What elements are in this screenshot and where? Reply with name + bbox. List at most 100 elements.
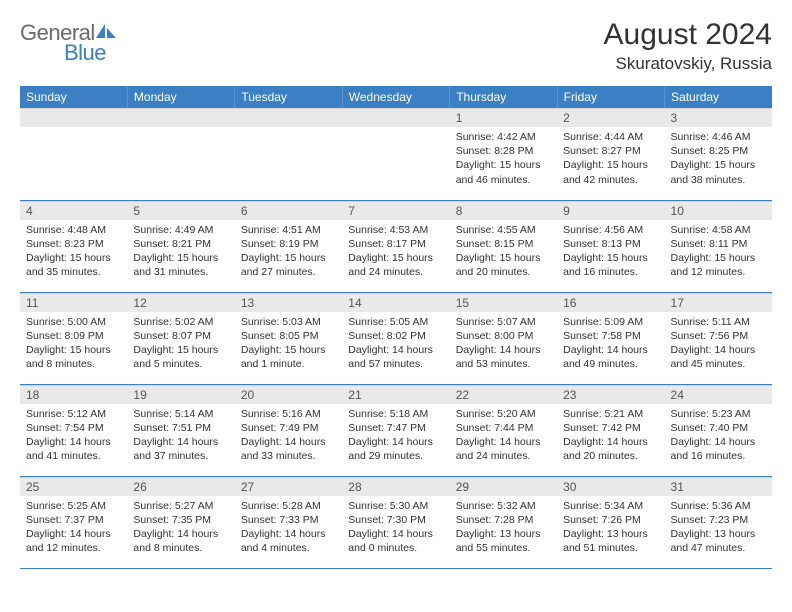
day-number: 30 <box>557 477 664 496</box>
sunset-label: Sunset: <box>563 145 602 157</box>
daylight-label: Daylight: <box>671 252 715 264</box>
daylight-label: Daylight: <box>133 344 177 356</box>
weekday-header: Saturday <box>665 86 772 108</box>
day-number: 22 <box>450 385 557 404</box>
sunrise-value: 5:03 AM <box>282 316 321 328</box>
day-number: 20 <box>235 385 342 404</box>
calendar-day-cell: 2Sunrise: 4:44 AMSunset: 8:27 PMDaylight… <box>557 108 664 200</box>
sunrise-label: Sunrise: <box>241 224 282 236</box>
calendar-table: SundayMondayTuesdayWednesdayThursdayFrid… <box>20 86 772 569</box>
day-body: Sunrise: 4:46 AMSunset: 8:25 PMDaylight:… <box>665 127 772 191</box>
day-body: Sunrise: 5:14 AMSunset: 7:51 PMDaylight:… <box>127 404 234 468</box>
sunset-value: 8:11 PM <box>709 238 747 250</box>
sunrise-label: Sunrise: <box>456 316 497 328</box>
calendar-week-row: 1Sunrise: 4:42 AMSunset: 8:28 PMDaylight… <box>20 108 772 200</box>
sunrise-value: 5:34 AM <box>605 500 644 512</box>
sunset-value: 8:09 PM <box>65 330 104 342</box>
day-number: 25 <box>20 477 127 496</box>
sunset-label: Sunset: <box>456 330 495 342</box>
sunrise-label: Sunrise: <box>133 224 174 236</box>
sunrise-value: 4:55 AM <box>497 224 536 236</box>
sunset-label: Sunset: <box>26 422 65 434</box>
sunset-value: 8:27 PM <box>602 145 641 157</box>
sunrise-label: Sunrise: <box>26 316 67 328</box>
sunset-value: 7:47 PM <box>387 422 426 434</box>
day-number <box>127 108 234 127</box>
sunrise-label: Sunrise: <box>26 224 67 236</box>
calendar-day-cell: 22Sunrise: 5:20 AMSunset: 7:44 PMDayligh… <box>450 384 557 476</box>
sunset-label: Sunset: <box>241 422 280 434</box>
sunset-value: 8:15 PM <box>494 238 533 250</box>
calendar-day-cell: 1Sunrise: 4:42 AMSunset: 8:28 PMDaylight… <box>450 108 557 200</box>
title-block: August 2024 Skuratovskiy, Russia <box>604 18 772 74</box>
daylight-label: Daylight: <box>563 159 607 171</box>
day-number: 13 <box>235 293 342 312</box>
daylight-label: Daylight: <box>241 344 285 356</box>
sunrise-label: Sunrise: <box>563 224 604 236</box>
day-body: Sunrise: 4:42 AMSunset: 8:28 PMDaylight:… <box>450 127 557 191</box>
calendar-day-cell: 26Sunrise: 5:27 AMSunset: 7:35 PMDayligh… <box>127 476 234 568</box>
sunrise-label: Sunrise: <box>133 500 174 512</box>
sunset-value: 7:35 PM <box>172 514 211 526</box>
daylight-label: Daylight: <box>26 528 70 540</box>
logo: GeneralBlue <box>20 20 116 66</box>
sunrise-value: 5:02 AM <box>175 316 214 328</box>
sunset-value: 7:58 PM <box>602 330 641 342</box>
sunrise-value: 5:09 AM <box>605 316 644 328</box>
day-body: Sunrise: 5:30 AMSunset: 7:30 PMDaylight:… <box>342 496 449 560</box>
day-body: Sunrise: 5:27 AMSunset: 7:35 PMDaylight:… <box>127 496 234 560</box>
day-number <box>342 108 449 127</box>
day-number <box>235 108 342 127</box>
sunset-value: 7:42 PM <box>602 422 641 434</box>
calendar-body: 1Sunrise: 4:42 AMSunset: 8:28 PMDaylight… <box>20 108 772 568</box>
sunset-label: Sunset: <box>133 422 172 434</box>
sunset-label: Sunset: <box>671 238 710 250</box>
sunrise-label: Sunrise: <box>563 316 604 328</box>
daylight-label: Daylight: <box>563 252 607 264</box>
sunrise-label: Sunrise: <box>456 131 497 143</box>
day-body: Sunrise: 4:44 AMSunset: 8:27 PMDaylight:… <box>557 127 664 191</box>
sunset-label: Sunset: <box>671 330 710 342</box>
daylight-label: Daylight: <box>348 528 392 540</box>
day-number: 6 <box>235 201 342 220</box>
sunrise-label: Sunrise: <box>671 500 712 512</box>
sunrise-value: 5:00 AM <box>67 316 106 328</box>
day-body: Sunrise: 4:56 AMSunset: 8:13 PMDaylight:… <box>557 220 664 284</box>
day-number: 14 <box>342 293 449 312</box>
sunrise-value: 5:20 AM <box>497 408 536 420</box>
sunrise-value: 5:05 AM <box>390 316 429 328</box>
calendar-week-row: 25Sunrise: 5:25 AMSunset: 7:37 PMDayligh… <box>20 476 772 568</box>
calendar-day-cell <box>342 108 449 200</box>
day-body: Sunrise: 5:32 AMSunset: 7:28 PMDaylight:… <box>450 496 557 560</box>
weekday-header: Tuesday <box>235 86 342 108</box>
day-body: Sunrise: 5:28 AMSunset: 7:33 PMDaylight:… <box>235 496 342 560</box>
day-number <box>20 108 127 127</box>
daylight-label: Daylight: <box>133 252 177 264</box>
day-number: 4 <box>20 201 127 220</box>
sunset-value: 7:40 PM <box>709 422 748 434</box>
sunset-value: 7:37 PM <box>65 514 104 526</box>
day-body: Sunrise: 5:09 AMSunset: 7:58 PMDaylight:… <box>557 312 664 376</box>
sunrise-label: Sunrise: <box>241 316 282 328</box>
calendar-day-cell: 18Sunrise: 5:12 AMSunset: 7:54 PMDayligh… <box>20 384 127 476</box>
daylight-label: Daylight: <box>241 252 285 264</box>
sunset-label: Sunset: <box>456 514 495 526</box>
day-body: Sunrise: 5:25 AMSunset: 7:37 PMDaylight:… <box>20 496 127 560</box>
daylight-label: Daylight: <box>241 528 285 540</box>
day-body: Sunrise: 5:20 AMSunset: 7:44 PMDaylight:… <box>450 404 557 468</box>
calendar-day-cell: 11Sunrise: 5:00 AMSunset: 8:09 PMDayligh… <box>20 292 127 384</box>
sunset-label: Sunset: <box>563 330 602 342</box>
calendar-day-cell <box>127 108 234 200</box>
day-number: 3 <box>665 108 772 127</box>
day-body: Sunrise: 4:55 AMSunset: 8:15 PMDaylight:… <box>450 220 557 284</box>
day-body <box>127 127 234 134</box>
calendar-day-cell: 14Sunrise: 5:05 AMSunset: 8:02 PMDayligh… <box>342 292 449 384</box>
daylight-label: Daylight: <box>456 252 500 264</box>
calendar-day-cell: 7Sunrise: 4:53 AMSunset: 8:17 PMDaylight… <box>342 200 449 292</box>
sunrise-label: Sunrise: <box>241 500 282 512</box>
sunrise-label: Sunrise: <box>671 131 712 143</box>
sunset-label: Sunset: <box>133 330 172 342</box>
sunrise-label: Sunrise: <box>133 316 174 328</box>
sunset-value: 7:56 PM <box>709 330 748 342</box>
daylight-label: Daylight: <box>348 344 392 356</box>
